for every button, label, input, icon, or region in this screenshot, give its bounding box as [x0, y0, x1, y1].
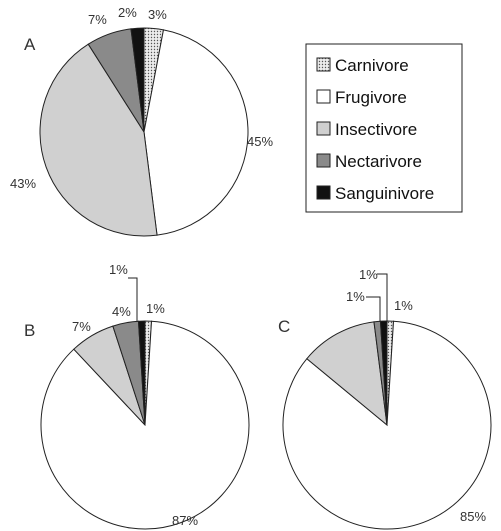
leader-line-c-sanguinivore [377, 273, 388, 322]
legend-swatch-frugivore [316, 89, 331, 104]
leader-line-c-nectarivore [366, 296, 381, 322]
slice-labels: 3% 45% 43% 7% 2% 1% 87% 7% 4% 1% 1% 85% 1% 1% [10, 5, 486, 528]
pie-c-slice-insectivore [306, 321, 388, 427]
legend-label-frugivore: Frugivore [335, 88, 407, 107]
pie-c [282, 320, 492, 530]
legend-label-sanguinivore: Sanguinivore [335, 184, 434, 203]
slice-label-b-carnivore: 1% [146, 301, 165, 316]
panel-label-c: C [278, 317, 290, 336]
slice-label-c-frugivore: 85% [460, 509, 486, 524]
slice-label-c-sanguinivore: 1% [359, 267, 378, 282]
legend-swatch-sanguinivore [316, 185, 331, 200]
leader-line-b-sanguinivore [128, 277, 138, 322]
slice-label-b-frugivore: 87% [172, 513, 198, 528]
slice-label-b-insectivore: 7% [72, 319, 91, 334]
slice-label-a-nectarivore: 7% [88, 12, 107, 27]
slice-label-a-sanguinivore: 2% [118, 5, 137, 20]
legend-swatch-nectarivore [316, 153, 331, 168]
slice-label-b-nectarivore: 4% [112, 304, 131, 319]
panel-label-a: A [24, 35, 36, 54]
slice-label-b-sanguinivore: 1% [109, 262, 128, 277]
legend-box [305, 43, 463, 213]
legend-label-carnivore: Carnivore [335, 56, 409, 75]
slice-label-c-carnivore: 1% [394, 298, 413, 313]
legend-swatch-insectivore [316, 121, 331, 136]
panel-label-b: B [24, 321, 35, 340]
pie-a [39, 27, 249, 237]
pies [39, 27, 492, 530]
slice-label-a-frugivore: 45% [247, 134, 273, 149]
legend-label-nectarivore: Nectarivore [335, 152, 422, 171]
pie-a-slice-insectivore [39, 43, 158, 237]
slice-label-c-nectarivore: 1% [346, 289, 365, 304]
legend: Carnivore Frugivore Insectivore Nectarivore… [305, 43, 463, 213]
pie-a-slice-frugivore [143, 29, 249, 236]
pie-b-slice-sanguinivore [137, 320, 146, 426]
legend-swatch-carnivore [316, 57, 331, 72]
slice-label-a-insectivore: 43% [10, 176, 36, 191]
pie-a-slice-sanguinivore [130, 27, 145, 133]
slice-label-a-carnivore: 3% [148, 7, 167, 22]
legend-label-insectivore: Insectivore [335, 120, 417, 139]
pie-b [40, 320, 250, 530]
